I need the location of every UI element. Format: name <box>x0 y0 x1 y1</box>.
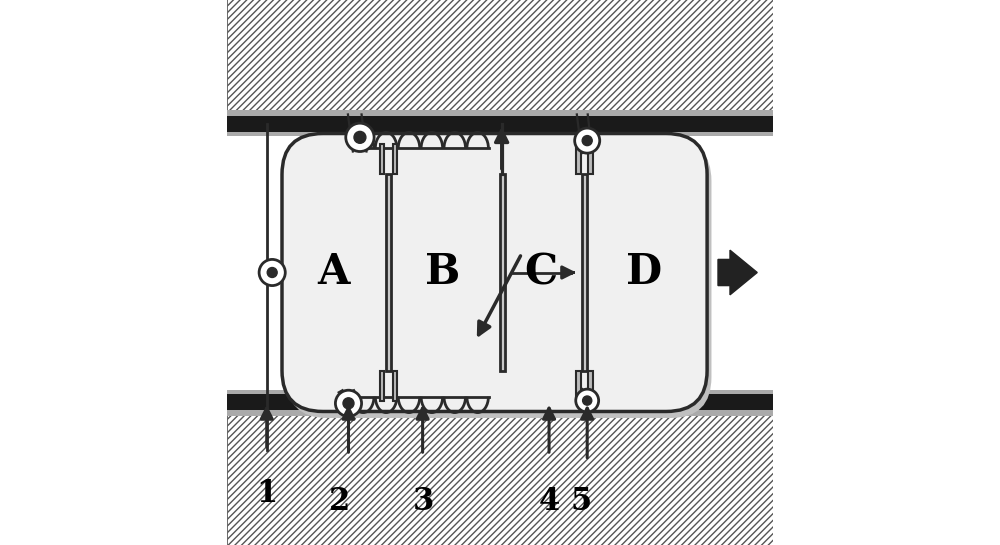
Circle shape <box>267 268 277 277</box>
Circle shape <box>346 123 374 152</box>
Text: 3: 3 <box>413 486 434 517</box>
Text: A: A <box>318 251 350 294</box>
Circle shape <box>582 136 592 146</box>
Bar <box>576 148 581 174</box>
Circle shape <box>343 398 354 409</box>
Bar <box>393 144 397 174</box>
Bar <box>227 393 772 410</box>
Bar <box>227 110 772 136</box>
FancyArrow shape <box>718 250 757 295</box>
Bar <box>582 174 587 371</box>
Bar <box>227 0 783 114</box>
Bar <box>380 144 384 174</box>
Text: D: D <box>626 251 662 294</box>
Bar <box>588 148 593 174</box>
Circle shape <box>583 396 592 405</box>
Circle shape <box>335 390 362 416</box>
Circle shape <box>576 389 599 412</box>
Bar <box>576 371 581 397</box>
Bar <box>227 116 772 132</box>
Bar <box>380 371 384 401</box>
Text: 5: 5 <box>570 486 591 517</box>
Text: B: B <box>425 251 460 294</box>
Bar <box>227 390 772 416</box>
Text: 1: 1 <box>256 478 277 508</box>
Bar <box>227 411 783 545</box>
Bar <box>386 174 391 371</box>
Text: 4: 4 <box>538 486 560 517</box>
FancyBboxPatch shape <box>282 134 707 411</box>
Bar <box>227 134 772 392</box>
Text: 2: 2 <box>329 486 350 517</box>
Bar <box>588 371 593 397</box>
Circle shape <box>575 128 600 153</box>
Circle shape <box>259 259 285 286</box>
Bar <box>500 174 505 371</box>
Text: C: C <box>524 251 557 294</box>
Bar <box>393 371 397 401</box>
Circle shape <box>354 131 366 143</box>
FancyBboxPatch shape <box>286 140 711 418</box>
